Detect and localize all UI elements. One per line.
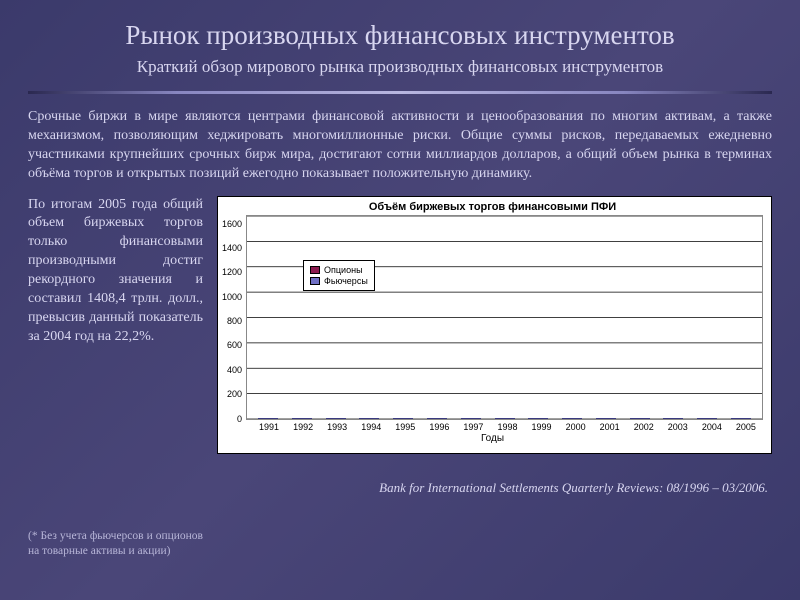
y-axis: 16001400120010008006004002000	[222, 215, 246, 420]
divider	[28, 91, 772, 94]
summary-text: По итогам 2005 года общий объем биржевых…	[28, 196, 203, 347]
chart-box: Объём биржевых торгов финансовыми ПФИ 16…	[217, 196, 772, 454]
page-title: Рынок производных финансовых инструменто…	[28, 20, 772, 51]
legend-futures: Фьючерсы	[310, 276, 368, 286]
chart-title: Объём биржевых торгов финансовыми ПФИ	[222, 201, 763, 213]
legend-label-options: Опционы	[324, 265, 363, 275]
bar-1992	[292, 418, 312, 419]
content-row: По итогам 2005 года общий объем биржевых…	[28, 196, 772, 588]
swatch-futures	[310, 277, 320, 285]
bar-2003	[663, 418, 683, 419]
x-axis-label: Годы	[222, 433, 763, 444]
swatch-options	[310, 266, 320, 274]
bar-1993	[326, 418, 346, 419]
bar-2002	[630, 418, 650, 419]
bar-2001	[596, 418, 616, 419]
x-axis: 1991199219931994199519961997199819992000…	[222, 420, 763, 432]
chart-legend: Опционы Фьючерсы	[303, 260, 375, 291]
intro-text: Срочные биржи в мире являются центрами ф…	[28, 108, 772, 184]
bars-container	[247, 216, 762, 419]
bar-2004	[697, 418, 717, 419]
bar-1995	[393, 418, 413, 419]
plot-area: Опционы Фьючерсы	[246, 215, 763, 420]
bar-2005	[731, 418, 751, 419]
chart-column: Объём биржевых торгов финансовыми ПФИ 16…	[217, 196, 772, 588]
bar-1996	[427, 418, 447, 419]
bar-1994	[359, 418, 379, 419]
bar-1991	[258, 418, 278, 419]
legend-options: Опционы	[310, 265, 368, 275]
bar-1999	[528, 418, 548, 419]
page-subtitle: Краткий обзор мирового рынка производных…	[28, 57, 772, 77]
bar-2000	[562, 418, 582, 419]
left-column: По итогам 2005 года общий объем биржевых…	[28, 196, 203, 588]
footnote-text: (* Без учета фьючерсов и опционов на тов…	[28, 529, 203, 558]
source-text: Bank for International Settlements Quart…	[217, 480, 772, 496]
bar-1997	[461, 418, 481, 419]
bar-1998	[495, 418, 515, 419]
plot-wrap: 16001400120010008006004002000 Опционы	[222, 215, 763, 420]
slide: Рынок производных финансовых инструменто…	[0, 0, 800, 600]
legend-label-futures: Фьючерсы	[324, 276, 368, 286]
